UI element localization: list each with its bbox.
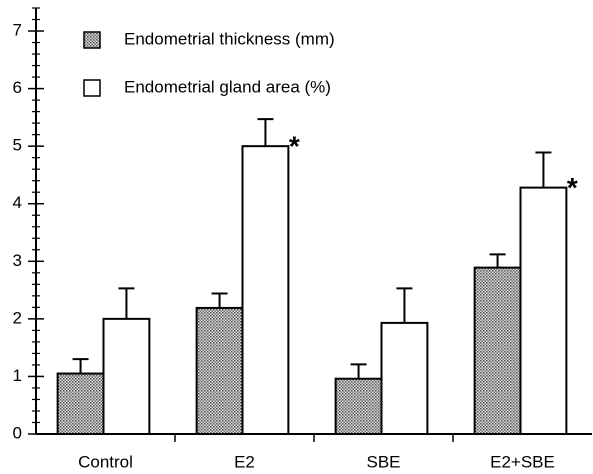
y-tick-label: 4 xyxy=(13,193,22,212)
y-tick-label: 5 xyxy=(13,136,22,155)
x-tick-label: Control xyxy=(78,452,133,471)
bar xyxy=(519,186,568,435)
significance-marker: * xyxy=(289,131,300,162)
y-tick-label: 7 xyxy=(13,21,22,40)
legend-swatch xyxy=(83,31,101,49)
bar xyxy=(56,372,105,435)
bar xyxy=(334,377,383,436)
significance-marker: * xyxy=(567,172,578,203)
y-tick-label: 1 xyxy=(13,366,22,385)
bar xyxy=(195,306,244,436)
bar xyxy=(473,266,522,435)
legend-swatch xyxy=(83,79,101,97)
bar xyxy=(102,317,151,435)
x-tick-label: E2 xyxy=(234,452,255,471)
legend-label: Endometrial gland area (%) xyxy=(124,77,331,96)
y-tick-label: 2 xyxy=(13,308,22,327)
x-tick-label: E2+SBE xyxy=(490,452,555,471)
y-tick-label: 3 xyxy=(13,251,22,270)
bar xyxy=(380,321,429,435)
y-tick-label: 0 xyxy=(13,423,22,442)
legend-label: Endometrial thickness (mm) xyxy=(124,29,335,48)
bar xyxy=(241,145,290,435)
x-tick-label: SBE xyxy=(366,452,400,471)
y-tick-label: 6 xyxy=(13,78,22,97)
